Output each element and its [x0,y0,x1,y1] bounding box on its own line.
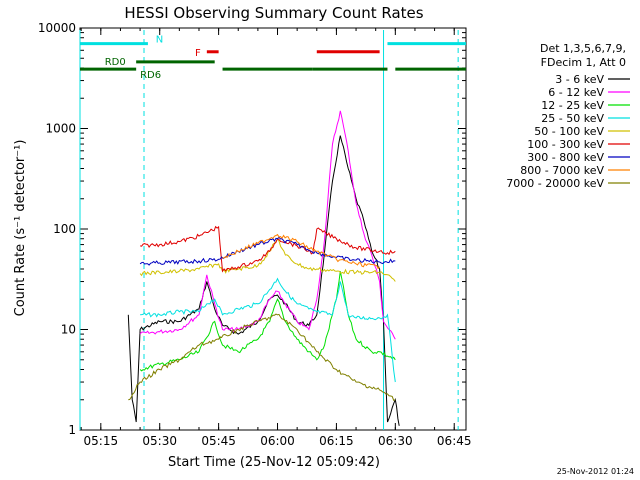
series-line [140,277,396,383]
x-tick-label: 06:15 [319,434,354,448]
x-tick-label: 06:45 [437,434,472,448]
x-tick-label: 06:00 [260,434,295,448]
y-tick-label: 100 [53,222,76,236]
y-tick-label: 10 [61,323,76,337]
axis-ticks: 05:15 05:30 05:45 06:00 06:15 06:30 06:45 1 10 10… [38,21,472,448]
y-tick-label: 10000 [38,21,76,35]
legend-label: 50 - 100 keV [534,125,604,138]
chart-title: HESSI Observing Summary Count Rates [124,4,423,22]
x-tick-label: 05:15 [84,434,119,448]
series-line [139,237,396,282]
legend-label: 7000 - 20000 keV [506,177,604,190]
annotation-rd6: RD6 [140,70,161,81]
legend-label: 12 - 25 keV [541,99,604,112]
legend-label: 300 - 800 keV [527,151,604,164]
y-tick-label: 1000 [45,122,76,136]
series-line [139,271,396,372]
y-tick-label: 1 [68,423,76,437]
series-line [139,236,396,266]
legend: Det 1,3,5,6,7,9,FDecim 1, Att 0 3 - 6 keV… [506,42,630,190]
timestamp-label: 25-Nov-2012 01:24 [557,467,634,476]
series-line [222,233,380,270]
x-axis-label: Start Time (25-Nov-12 05:09:42) [168,455,380,470]
x-tick-label: 05:45 [201,434,236,448]
state-bars: N F RD0 RD6 [80,35,466,81]
annotation-f: F [195,48,201,59]
series-line [139,225,396,273]
legend-label: 25 - 50 keV [541,112,604,125]
legend-label: 800 - 7000 keV [520,164,604,177]
series-line [139,110,396,340]
series-line [128,313,396,401]
series-lines [127,110,400,426]
x-tick-label: 05:30 [142,434,177,448]
plot-frame [79,27,467,431]
legend-label: 6 - 12 keV [548,86,604,99]
annotation-n: N [156,35,163,46]
annotation-rd0: RD0 [105,57,126,68]
legend-header-2: FDecim 1, Att 0 [541,56,626,69]
legend-label: 100 - 300 keV [527,138,604,151]
y-axis-label: Count Rate (s⁻¹ detector⁻¹) [13,140,28,317]
legend-header-1: Det 1,3,5,6,7,9, [540,42,626,55]
legend-label: 3 - 6 keV [555,73,604,86]
x-tick-label: 06:30 [378,434,413,448]
night-boundaries [79,30,459,430]
